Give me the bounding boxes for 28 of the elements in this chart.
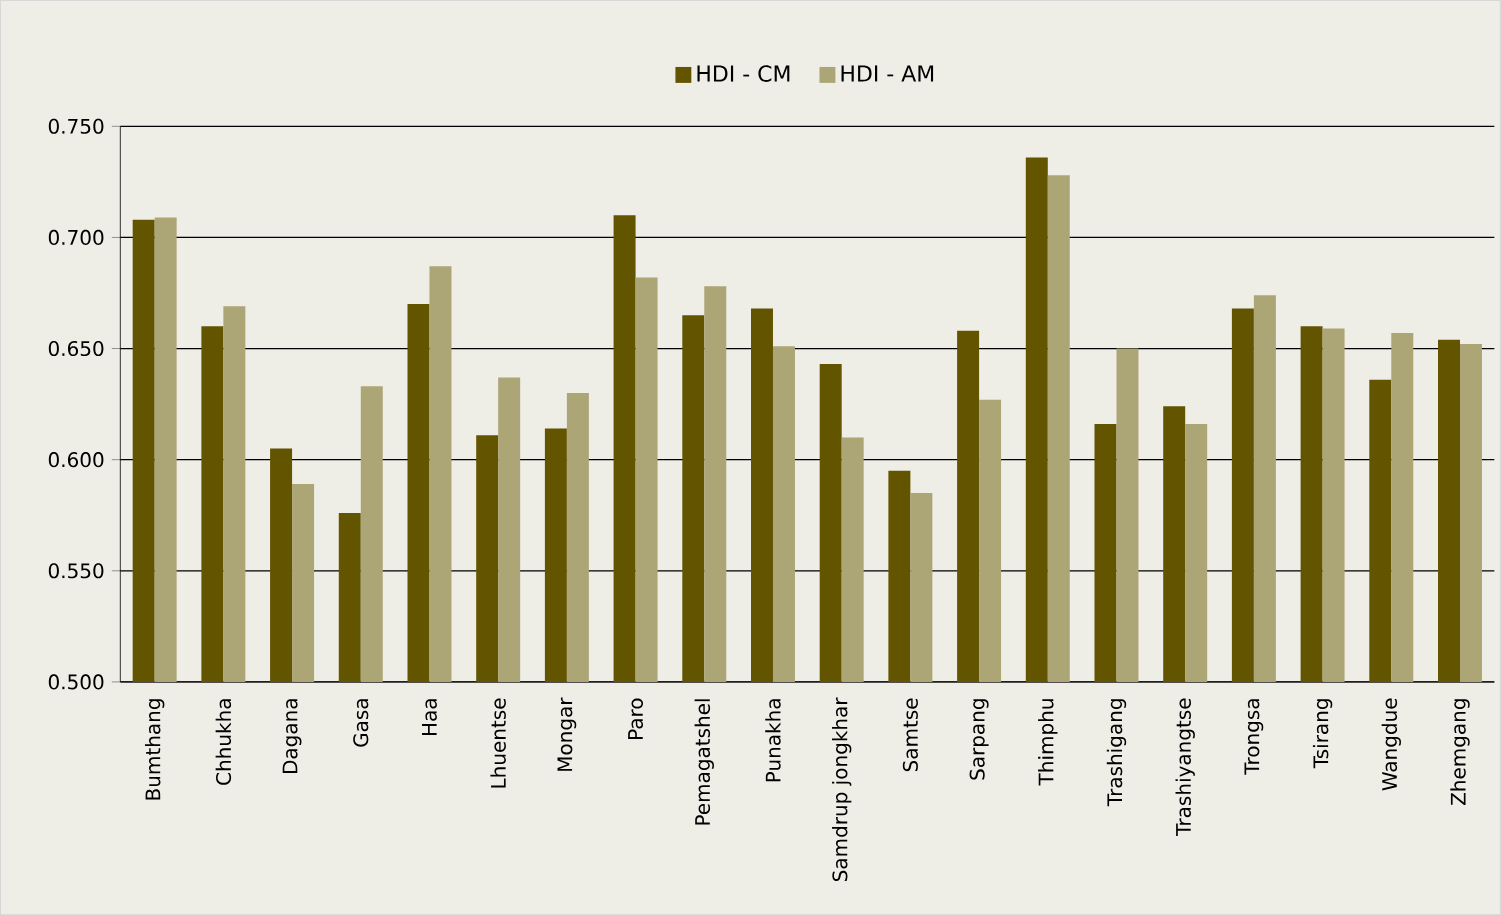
legend-label: HDI - CM: [697, 65, 790, 82]
y-tick-label: 0.550: [48, 563, 104, 579]
legend-label: HDI - AM: [841, 65, 934, 82]
x-tick-label: Trashiyangtse: [1175, 698, 1195, 836]
y-tick-label: 0.650: [48, 340, 104, 357]
x-tick-label: Dagana: [282, 699, 302, 773]
x-tick-label: Pemagatshel: [694, 699, 714, 825]
y-tick-label: 0.500: [48, 674, 104, 690]
x-tick-label: Bumthang: [144, 699, 165, 800]
x-tick-label: Punakha: [765, 699, 781, 782]
x-tick-label: Zhemgang: [1450, 699, 1470, 805]
x-tick-label: Samdrup jongkhar: [832, 697, 852, 881]
x-tick-label: Samtse: [902, 698, 918, 772]
x-tick-label: Wangdue: [1381, 698, 1401, 791]
x-tick-label: Chhukha: [215, 699, 232, 785]
y-tick-label: 0.700: [48, 229, 104, 245]
x-tick-label: Thimphu: [1038, 699, 1058, 786]
x-tick-label: Tsirang: [1312, 699, 1333, 769]
x-tick-label: Lhuentse: [490, 698, 506, 788]
x-tick-label: Trongsa: [1244, 699, 1264, 775]
x-tick-label: Mongar: [557, 697, 577, 771]
y-tick-label: 0.600: [48, 452, 104, 468]
x-tick-label: Sarpang: [969, 699, 989, 780]
x-tick-label: Gasa: [353, 699, 369, 747]
x-tick-label: Haa: [422, 699, 437, 735]
x-tick-label: Trashigang: [1106, 699, 1127, 807]
y-tick-label: 0.750: [48, 118, 104, 134]
x-tick-label: Paro: [628, 698, 644, 739]
